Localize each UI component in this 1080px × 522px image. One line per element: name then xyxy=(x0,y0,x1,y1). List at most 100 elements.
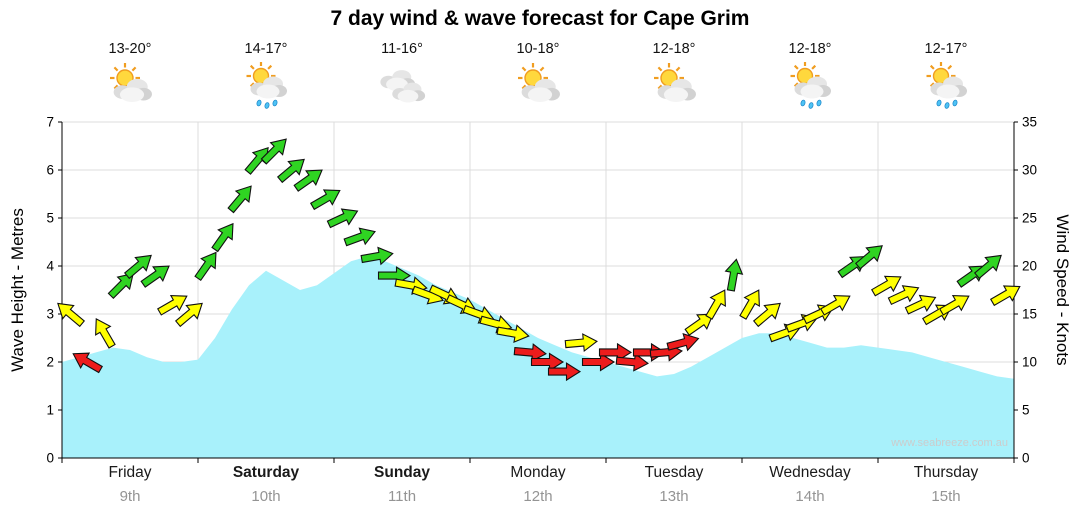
wind-arrow xyxy=(615,352,649,372)
day-date: 9th xyxy=(119,488,141,505)
left-tick-label: 7 xyxy=(46,115,54,130)
wind-arrow xyxy=(140,265,170,288)
wind-arrow xyxy=(887,285,920,306)
cloud-glyph xyxy=(794,76,831,99)
wind-arrow xyxy=(310,189,341,211)
wind-arrow xyxy=(724,258,744,292)
left-tick-label: 3 xyxy=(46,307,54,322)
partly-cloudy-icon xyxy=(645,62,703,112)
wind-arrow xyxy=(57,302,86,328)
wind-arrow xyxy=(95,318,116,349)
cloud-glyph xyxy=(250,76,287,99)
right-tick-label: 5 xyxy=(1022,403,1030,418)
cloud-glyph xyxy=(930,76,967,99)
showers-icon xyxy=(917,61,975,112)
wind-arrow xyxy=(123,254,152,280)
wind-arrow xyxy=(752,302,781,328)
wind-arrow xyxy=(513,343,547,363)
left-tick-label: 1 xyxy=(46,403,54,418)
wind-arrow xyxy=(684,313,714,336)
wind-arrow xyxy=(564,333,598,353)
wind-arrow xyxy=(705,289,726,320)
wind-arrow xyxy=(739,289,760,320)
left-tick-label: 2 xyxy=(46,355,54,370)
left-tick-label: 6 xyxy=(46,163,54,178)
wind-arrow xyxy=(174,302,203,328)
right-axis-title: Wind Speed - Knots xyxy=(1053,214,1072,366)
day-temperature: 13-20° xyxy=(108,41,152,57)
wind-arrow xyxy=(496,324,530,343)
partly-cloudy-icon xyxy=(509,62,567,112)
right-tick-label: 15 xyxy=(1022,307,1037,322)
rain-drops-glyph xyxy=(256,99,278,109)
right-tick-label: 20 xyxy=(1022,259,1037,274)
day-temperature: 10-18° xyxy=(516,41,560,57)
day-name: Saturday xyxy=(232,464,300,481)
wind-arrow xyxy=(194,251,217,282)
right-tick-label: 0 xyxy=(1022,451,1030,466)
day-date: 11th xyxy=(387,488,417,505)
wind-arrow xyxy=(666,332,700,352)
day-date: 10th xyxy=(251,488,281,505)
day-name: Thursday xyxy=(913,464,979,481)
wind-arrow xyxy=(227,185,252,214)
right-tick-label: 25 xyxy=(1022,211,1037,226)
wind-arrow xyxy=(107,272,134,300)
day-date: 14th xyxy=(795,488,825,505)
day-temperature: 12-18° xyxy=(788,41,832,57)
rain-drops-glyph xyxy=(936,99,958,109)
day-temperature: 11-16° xyxy=(381,41,423,57)
partly-cloudy-icon xyxy=(101,62,159,112)
wind-arrow xyxy=(343,227,376,247)
day-name: Friday xyxy=(108,464,152,481)
showers-icon xyxy=(237,61,295,112)
day-temperature: 14-17° xyxy=(244,41,288,57)
cloud-glyph xyxy=(521,78,560,103)
wind-arrow xyxy=(854,245,883,270)
day-temperature: 12-17° xyxy=(924,41,968,57)
sun-glyph xyxy=(926,61,956,91)
watermark: www.seabreeze.com.au xyxy=(891,437,1008,449)
wind-arrow xyxy=(973,254,1002,280)
left-axis-title: Wave Height - Metres xyxy=(8,208,27,372)
day-date: 12th xyxy=(523,488,553,505)
wind-arrow xyxy=(326,208,359,229)
left-tick-label: 4 xyxy=(46,259,54,274)
wind-arrow xyxy=(293,169,323,192)
right-tick-label: 35 xyxy=(1022,115,1037,130)
day-temperature: 12-18° xyxy=(652,41,696,57)
rain-drops-glyph xyxy=(800,99,822,109)
showers-icon xyxy=(781,61,839,112)
chart-title: 7 day wind & wave forecast for Cape Grim xyxy=(330,7,750,30)
wind-arrow xyxy=(157,294,188,316)
cloud-glyph xyxy=(657,78,696,103)
wind-arrow xyxy=(276,158,305,184)
wind-arrow xyxy=(211,222,234,253)
day-name: Monday xyxy=(510,464,566,481)
cloudy-icon xyxy=(373,62,431,112)
wind-arrow xyxy=(956,265,986,288)
left-tick-label: 0 xyxy=(46,451,54,466)
day-date: 13th xyxy=(659,488,689,505)
wind-arrow xyxy=(360,246,394,266)
day-date: 15th xyxy=(931,488,961,505)
day-name: Tuesday xyxy=(644,464,704,481)
wind-arrow xyxy=(598,342,633,362)
wind-arrow xyxy=(260,138,287,165)
wind-arrow xyxy=(871,275,902,297)
wind-arrow xyxy=(72,352,103,374)
wind-arrow xyxy=(820,294,851,316)
wind-arrow xyxy=(581,352,616,372)
wind-arrow xyxy=(990,285,1021,307)
right-tick-label: 30 xyxy=(1022,163,1037,178)
cloud-glyph xyxy=(392,82,426,103)
cloud-glyph xyxy=(113,78,152,103)
wind-arrow xyxy=(530,352,565,372)
day-name: Sunday xyxy=(374,464,430,481)
wind-arrow xyxy=(939,294,970,316)
wind-arrow xyxy=(547,362,582,382)
day-name: Wednesday xyxy=(769,464,851,481)
right-tick-label: 10 xyxy=(1022,355,1037,370)
